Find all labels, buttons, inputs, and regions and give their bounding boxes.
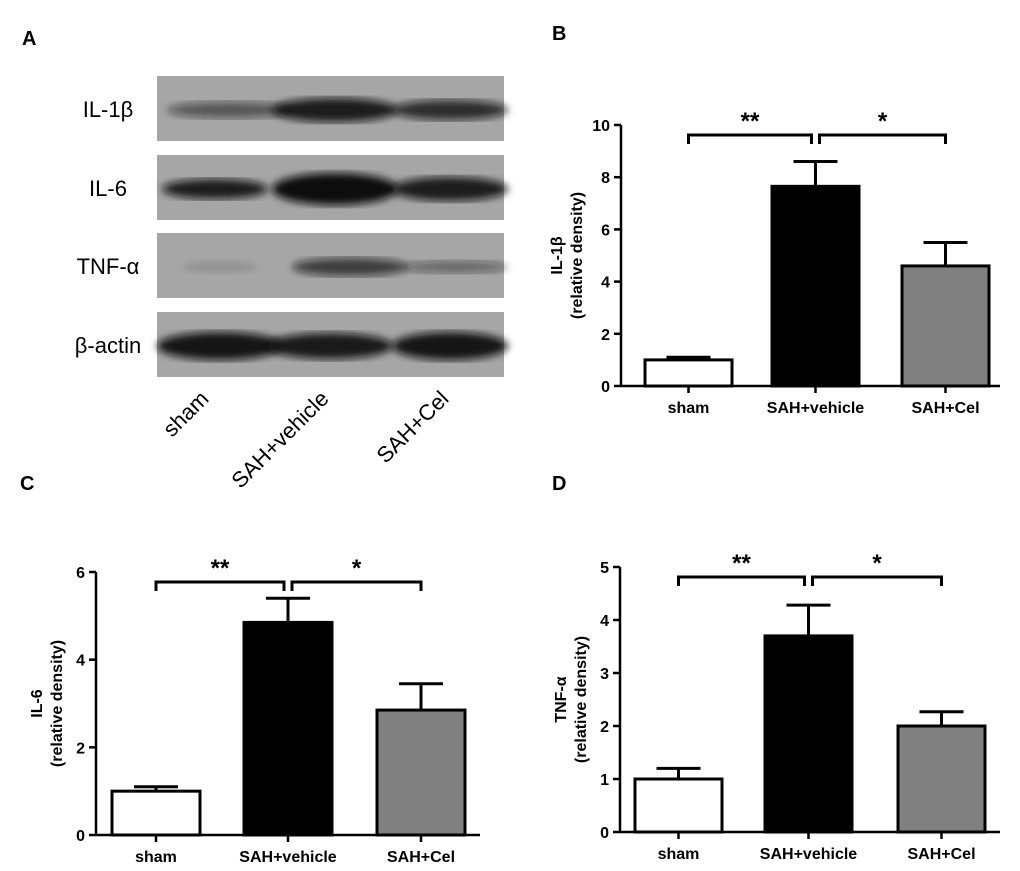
blot-row-label: IL-1β xyxy=(83,97,134,122)
y-tick-label: 0 xyxy=(601,379,610,396)
panel-label-a: A xyxy=(22,28,36,50)
x-tick-label: sham xyxy=(135,849,177,866)
blot-row-label: TNF-α xyxy=(77,254,140,279)
western-blot: IL-1β IL-6 TNF-α β-actin sham SAH+vehicle SAH+… xyxy=(75,76,508,493)
y-tick-label: 4 xyxy=(601,275,610,292)
y-tick-label: 0 xyxy=(76,828,85,845)
significance-label: * xyxy=(352,555,362,582)
blot-lane-label: SAH+vehicle xyxy=(226,386,333,493)
blot-band xyxy=(392,100,508,120)
x-tick-label: sham xyxy=(668,400,710,417)
y-axis-label: (relative density) xyxy=(49,640,66,767)
y-tick-label: 6 xyxy=(76,565,85,582)
chart-b: sham SAH+vehicle SAH+Cel 0 2 4 6 8 10 IL-1β (relat… xyxy=(549,108,1000,417)
x-tick-label: SAH+vehicle xyxy=(239,849,336,866)
blot-band xyxy=(182,261,258,273)
blot-band xyxy=(402,261,508,273)
significance-bracket xyxy=(818,133,947,144)
bar-sah-vehicle xyxy=(763,634,854,834)
blot-row-label: β-actin xyxy=(75,333,141,358)
x-tick-label: SAH+vehicle xyxy=(760,846,857,863)
bar-sham xyxy=(110,789,202,837)
blot-band xyxy=(272,98,398,122)
y-tick-label: 0 xyxy=(600,825,609,842)
blot-band xyxy=(272,173,398,205)
significance-label: * xyxy=(872,550,882,577)
blot-band xyxy=(167,102,293,118)
x-tick-label: SAH+vehicle xyxy=(767,400,864,417)
blot-row-label: IL-6 xyxy=(89,176,127,201)
y-tick-label: 4 xyxy=(600,613,609,630)
significance-label: ** xyxy=(211,555,230,582)
bar-sah-cel xyxy=(900,264,991,388)
chart-c: sham SAH+vehicle SAH+Cel 0 2 4 6 IL-6 (relative … xyxy=(29,555,480,866)
blot-band xyxy=(392,177,508,201)
significance-label: ** xyxy=(741,108,760,135)
bar-sah-cel xyxy=(375,708,467,837)
significance-bracket xyxy=(811,575,943,586)
x-tick-label: SAH+Cel xyxy=(387,849,455,866)
x-tick-label: SAH+Cel xyxy=(907,846,975,863)
blot-band xyxy=(162,179,268,199)
x-tick-label: SAH+Cel xyxy=(911,400,979,417)
panel-label-c: C xyxy=(20,473,34,495)
bar-sah-vehicle xyxy=(242,620,334,837)
significance-bracket xyxy=(290,580,423,591)
significance-bracket xyxy=(677,575,806,586)
y-tick-label: 3 xyxy=(600,666,609,683)
blot-lane-label: SAH+Cel xyxy=(371,386,453,468)
y-tick-label: 5 xyxy=(600,560,609,577)
significance-label: ** xyxy=(732,550,751,577)
y-axis-label: IL-6 xyxy=(29,689,46,718)
blot-band xyxy=(292,258,408,276)
bar-sham xyxy=(633,777,724,834)
y-tick-label: 2 xyxy=(600,719,609,736)
blot-lane-label: sham xyxy=(158,386,214,442)
bar-sah-cel xyxy=(896,724,987,834)
y-axis-label: (relative density) xyxy=(573,636,590,763)
blot-band xyxy=(392,332,508,360)
y-axis-label: (relative density) xyxy=(569,192,586,319)
panel-label-b: B xyxy=(552,23,566,45)
significance-bracket xyxy=(154,580,286,591)
significance-label: * xyxy=(878,108,888,135)
y-axis-label: TNF-α xyxy=(553,676,570,722)
chart-d: sham SAH+vehicle SAH+Cel 0 1 2 3 4 5 TNF-α (relati… xyxy=(553,550,1000,863)
bar-sah-vehicle xyxy=(770,184,861,388)
y-tick-label: 4 xyxy=(76,653,85,670)
y-tick-label: 1 xyxy=(600,772,609,789)
y-tick-label: 2 xyxy=(76,740,85,757)
blot-band xyxy=(157,332,283,360)
significance-bracket xyxy=(687,133,813,144)
bar-sham xyxy=(643,358,734,388)
blot-band xyxy=(267,333,393,359)
y-tick-label: 10 xyxy=(592,118,610,135)
y-tick-label: 8 xyxy=(601,170,610,187)
y-tick-label: 2 xyxy=(601,327,610,344)
y-tick-label: 6 xyxy=(601,222,610,239)
panel-label-d: D xyxy=(552,473,566,495)
x-tick-label: sham xyxy=(658,846,700,863)
y-axis-label: IL-1β xyxy=(549,236,566,274)
